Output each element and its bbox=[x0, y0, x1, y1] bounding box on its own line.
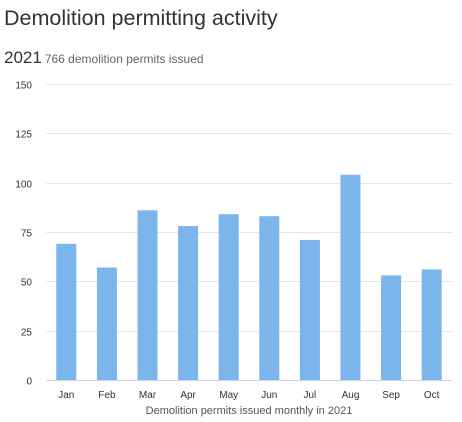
x-axis-title: Demolition permits issued monthly in 202… bbox=[146, 405, 353, 417]
y-tick-label: 50 bbox=[21, 278, 33, 289]
x-tick-label: Apr bbox=[180, 390, 196, 401]
y-axis-ticks: 0 25 50 75 100 125 150 bbox=[15, 81, 32, 388]
x-tick-label: May bbox=[219, 390, 238, 401]
summary-year: 2021 bbox=[4, 48, 42, 67]
y-tick-label: 0 bbox=[26, 377, 32, 388]
y-tick-label: 100 bbox=[15, 180, 32, 191]
bars bbox=[56, 174, 442, 381]
x-tick-label: Aug bbox=[342, 390, 360, 401]
x-tick-label: Jun bbox=[261, 390, 277, 401]
y-tick-label: 25 bbox=[21, 328, 33, 339]
x-axis-ticks: Jan Feb Mar Apr May Jun Jul Aug Sep Oct bbox=[58, 390, 439, 401]
summary-text: 766 demolition permits issued bbox=[44, 52, 204, 66]
x-tick-label: Sep bbox=[382, 390, 400, 401]
x-tick-label: Jan bbox=[58, 390, 74, 401]
bar-oct[interactable] bbox=[421, 269, 442, 381]
y-tick-label: 125 bbox=[15, 130, 32, 141]
summary: 2021 766 demolition permits issued bbox=[4, 48, 204, 68]
bar-sep[interactable] bbox=[381, 275, 402, 380]
bar-apr[interactable] bbox=[178, 226, 199, 380]
page-title: Demolition permitting activity bbox=[4, 6, 278, 30]
bar-feb[interactable] bbox=[96, 267, 117, 381]
y-tick-label: 75 bbox=[21, 229, 33, 240]
bar-may[interactable] bbox=[218, 214, 239, 380]
bar-jun[interactable] bbox=[259, 216, 280, 380]
bar-aug[interactable] bbox=[340, 174, 361, 380]
y-tick-label: 150 bbox=[15, 81, 32, 92]
x-tick-label: Mar bbox=[139, 390, 157, 401]
x-tick-label: Oct bbox=[424, 390, 440, 401]
x-tick-label: Feb bbox=[98, 390, 116, 401]
x-tick-label: Jul bbox=[304, 390, 317, 401]
bar-jul[interactable] bbox=[299, 239, 320, 380]
bar-mar[interactable] bbox=[137, 210, 158, 380]
bar-jan[interactable] bbox=[56, 243, 77, 380]
